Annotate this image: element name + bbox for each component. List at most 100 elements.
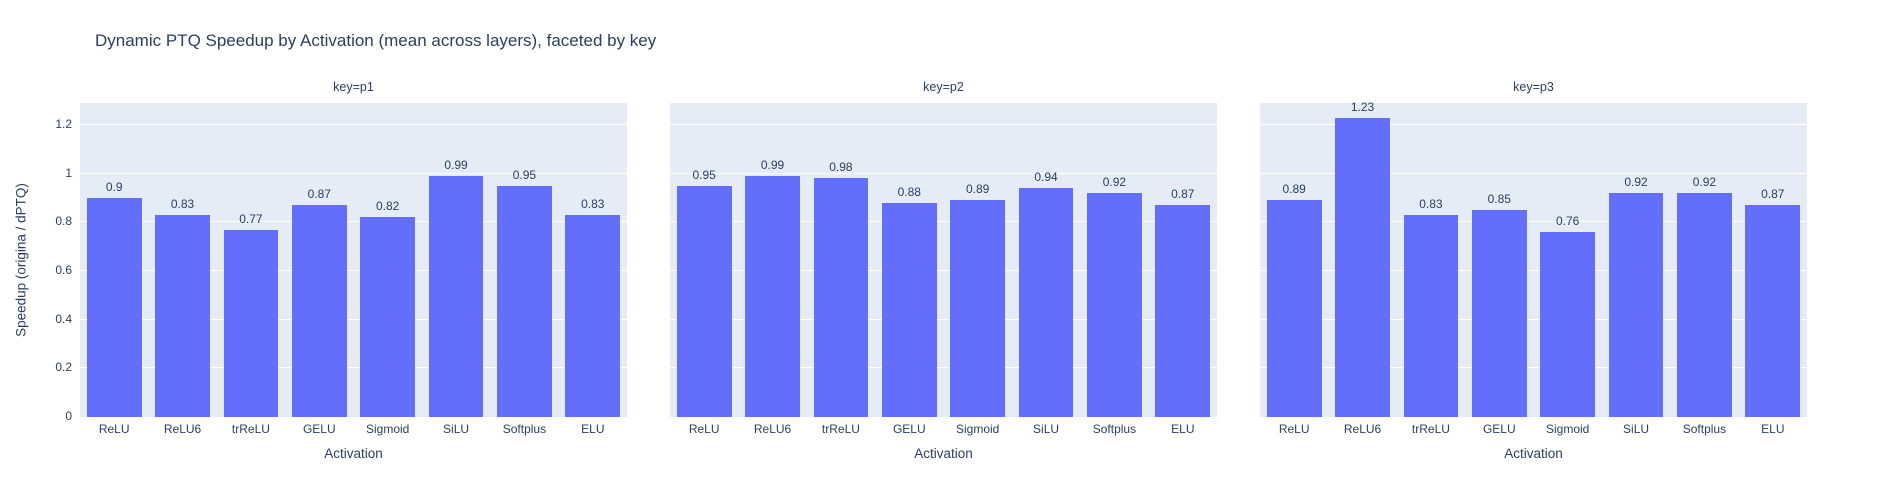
x-tick-label: ReLU6	[753, 422, 792, 436]
gridline	[80, 172, 627, 174]
x-tick-label: ReLU6	[163, 422, 202, 436]
y-tick-label: 0.6	[55, 262, 72, 277]
x-axis-title: Activation	[324, 446, 383, 461]
bar-Softplus[interactable]	[1677, 193, 1732, 417]
bar-SiLU[interactable]	[1608, 193, 1664, 417]
plot-area	[80, 103, 627, 417]
x-tick-label: SiLU	[443, 422, 470, 436]
x-tick-label: ReLU6	[1343, 422, 1382, 436]
x-tick-label: Sigmoid	[956, 422, 1000, 436]
x-axis-title: Activation	[914, 446, 973, 461]
bar-value-label: 0.77	[239, 211, 263, 226]
bar-ELU[interactable]	[1155, 205, 1211, 417]
bar-ReLU[interactable]	[1266, 200, 1322, 417]
gridline	[670, 172, 1217, 174]
bar-Sigmoid[interactable]	[950, 200, 1006, 417]
x-tick-label: ReLU	[1278, 422, 1310, 436]
gridline	[1260, 221, 1807, 223]
bar-value-label: 0.95	[692, 167, 716, 182]
bar-ELU[interactable]	[565, 214, 621, 417]
x-tick-label: ELU	[581, 422, 605, 436]
x-tick-label: trReLU	[821, 422, 860, 436]
x-tick-label: Softplus	[502, 422, 547, 436]
y-tick-label: 0.8	[55, 214, 72, 229]
bar-Sigmoid[interactable]	[1540, 232, 1596, 417]
x-tick-label: Sigmoid	[366, 422, 410, 436]
bar-ReLU6[interactable]	[745, 176, 800, 417]
bar-value-label: 0.92	[1102, 175, 1127, 190]
x-tick-label: trReLU	[231, 422, 270, 436]
y-tick-label: 0.2	[55, 360, 72, 375]
bar-SiLU[interactable]	[1018, 188, 1074, 417]
y-tick-label: 1	[65, 165, 72, 180]
bar-ELU[interactable]	[1745, 205, 1801, 417]
bar-SiLU[interactable]	[428, 176, 484, 417]
bar-trReLU[interactable]	[1403, 214, 1459, 417]
bar-value-label: 0.99	[760, 158, 785, 173]
y-tick-label: 0.4	[55, 311, 72, 326]
x-tick-label: ELU	[1171, 422, 1195, 436]
gridline	[1260, 269, 1807, 271]
x-tick-label: SiLU	[1033, 422, 1060, 436]
x-tick-label: GELU	[1482, 422, 1516, 436]
x-tick-label: GELU	[892, 422, 926, 436]
bar-value-label: 0.85	[1487, 192, 1511, 207]
bar-value-label: 0.94	[1034, 170, 1058, 185]
gridline	[670, 221, 1217, 223]
bar-GELU[interactable]	[1471, 210, 1527, 417]
bar-value-label: 0.99	[444, 158, 468, 173]
gridline	[80, 367, 627, 369]
x-tick-label: ReLU	[98, 422, 130, 436]
x-tick-label: Softplus	[1682, 422, 1727, 436]
bar-ReLU6[interactable]	[1335, 117, 1390, 417]
bar-Softplus[interactable]	[497, 185, 552, 417]
bar-value-label: 0.82	[376, 199, 400, 214]
gridline	[670, 367, 1217, 369]
x-tick-label: Softplus	[1092, 422, 1137, 436]
bar-value-label: 0.83	[170, 196, 195, 211]
bar-GELU[interactable]	[291, 205, 347, 417]
gridline	[670, 123, 1217, 125]
bar-Sigmoid[interactable]	[360, 217, 416, 417]
x-tick-label: Sigmoid	[1546, 422, 1590, 436]
x-tick-label: ReLU	[688, 422, 720, 436]
gridline	[80, 318, 627, 320]
chart-title: Dynamic PTQ Speedup by Activation (mean …	[95, 31, 657, 50]
bar-value-label: 0.83	[581, 196, 605, 211]
plot-area	[1260, 103, 1807, 417]
bar-value-label: 0.89	[966, 182, 990, 197]
bar-trReLU[interactable]	[813, 178, 869, 417]
x-tick-label: trReLU	[1411, 422, 1450, 436]
gridline	[80, 221, 627, 223]
bar-value-label: 0.95	[512, 167, 537, 182]
gridline	[670, 318, 1217, 320]
gridline	[1260, 123, 1807, 125]
bar-value-label: 1.23	[1350, 99, 1375, 114]
gridline	[80, 269, 627, 271]
bar-value-label: 0.88	[897, 184, 921, 199]
bar-ReLU6[interactable]	[155, 214, 210, 417]
bar-trReLU[interactable]	[223, 229, 279, 417]
bar-value-label: 0.89	[1282, 182, 1306, 197]
bar-ReLU[interactable]	[86, 197, 142, 417]
gridline	[80, 123, 627, 125]
facet-title: key=p1	[333, 80, 374, 94]
bar-value-label: 0.87	[307, 187, 331, 202]
bar-value-label: 0.92	[1692, 175, 1717, 190]
bar-Softplus[interactable]	[1087, 193, 1142, 417]
x-tick-label: ELU	[1761, 422, 1785, 436]
bar-value-label: 0.76	[1556, 214, 1580, 228]
plot-area	[670, 103, 1217, 417]
gridline	[670, 269, 1217, 271]
facet-title: key=p3	[1513, 80, 1554, 94]
x-tick-label: GELU	[302, 422, 336, 436]
bar-GELU[interactable]	[881, 202, 937, 417]
gridline	[1260, 318, 1807, 320]
gridline	[1260, 172, 1807, 174]
x-tick-label: SiLU	[1623, 422, 1650, 436]
bar-value-label: 0.9	[105, 179, 123, 194]
bar-value-label: 0.83	[1419, 196, 1443, 211]
x-axis-title: Activation	[1504, 446, 1563, 461]
bar-ReLU[interactable]	[676, 185, 732, 417]
